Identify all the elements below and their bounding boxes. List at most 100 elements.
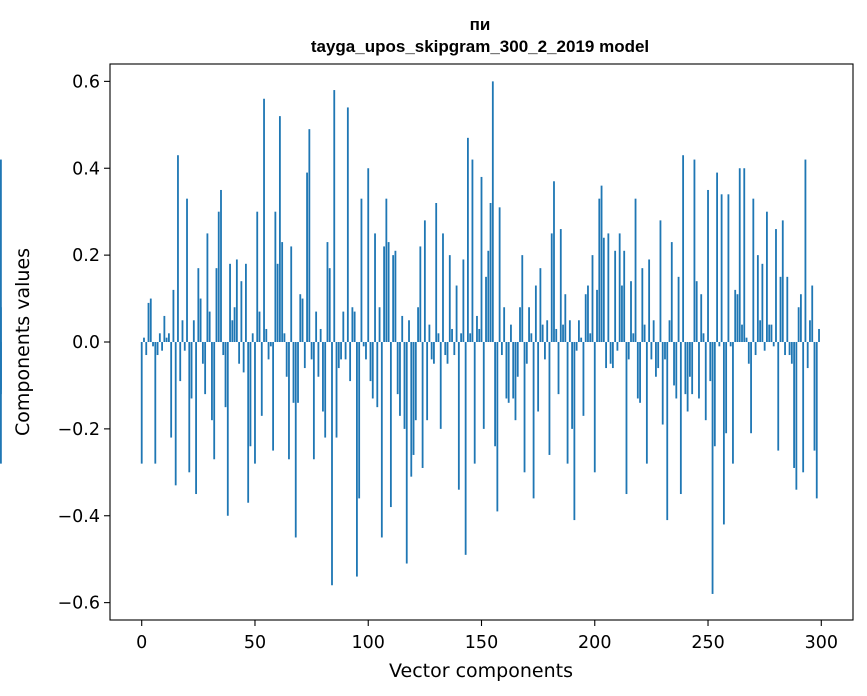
bar <box>700 294 703 342</box>
bar <box>333 90 336 342</box>
bar <box>140 342 143 464</box>
bar <box>340 342 342 360</box>
bar <box>636 342 639 399</box>
bar <box>498 207 501 342</box>
bar <box>464 342 467 555</box>
bar <box>698 342 700 399</box>
bar <box>312 342 315 460</box>
bar <box>713 342 716 447</box>
bar <box>183 342 186 351</box>
bar <box>197 268 200 342</box>
bar <box>779 276 782 342</box>
x-tick-label: 150 <box>465 633 498 653</box>
y-tick-label: 0.0 <box>72 333 100 353</box>
bar <box>231 320 234 342</box>
bar <box>442 233 444 342</box>
bar <box>423 220 426 343</box>
bar <box>469 333 472 342</box>
bar <box>491 81 494 343</box>
bar <box>743 168 746 342</box>
bar <box>684 342 687 395</box>
bar <box>605 342 607 369</box>
bar <box>235 259 238 342</box>
bar <box>494 342 496 447</box>
bar <box>568 320 571 342</box>
bar <box>455 285 458 342</box>
bar <box>213 342 216 460</box>
bars-group <box>0 81 820 594</box>
bar <box>485 276 487 342</box>
bar <box>489 203 492 342</box>
bar <box>487 250 490 342</box>
bar <box>747 342 750 364</box>
bar <box>421 342 424 468</box>
bar <box>544 342 546 360</box>
bar <box>578 320 580 342</box>
bar <box>727 194 730 342</box>
bar <box>523 342 526 473</box>
bar <box>356 342 358 577</box>
bar <box>301 298 304 342</box>
bar <box>750 342 752 434</box>
bar <box>331 342 333 586</box>
bar <box>602 237 605 342</box>
bar <box>263 98 265 342</box>
bar <box>804 159 807 342</box>
bar <box>516 342 519 377</box>
bar <box>738 168 741 342</box>
bar <box>611 342 614 369</box>
bar <box>505 342 508 399</box>
bar <box>752 198 755 342</box>
bar <box>208 311 211 342</box>
bar <box>614 250 617 342</box>
bar <box>818 328 820 342</box>
bar <box>677 276 680 342</box>
bar <box>408 320 410 342</box>
bar <box>460 333 463 342</box>
bar <box>548 342 551 455</box>
bar <box>528 307 530 342</box>
bar <box>575 342 578 351</box>
bar <box>369 342 372 382</box>
bar <box>562 324 564 343</box>
bar <box>802 342 805 473</box>
bar <box>621 285 623 342</box>
bar <box>190 342 193 399</box>
bar <box>722 342 725 525</box>
bar <box>396 342 399 395</box>
bar <box>736 294 739 342</box>
bar <box>519 307 521 342</box>
bar <box>657 342 660 369</box>
x-tick-label: 200 <box>578 633 611 653</box>
bar <box>471 159 474 342</box>
bar <box>496 342 499 512</box>
bar <box>435 203 438 342</box>
bar <box>476 315 478 342</box>
bar <box>349 342 352 382</box>
bar <box>525 342 528 364</box>
bar <box>172 289 175 343</box>
bar <box>720 194 723 342</box>
bar <box>589 333 592 342</box>
bar <box>211 342 213 421</box>
bar <box>625 342 628 495</box>
bar <box>272 342 274 451</box>
bar <box>444 342 447 356</box>
bar <box>245 263 247 342</box>
bar <box>704 342 707 421</box>
bar <box>324 342 327 438</box>
bar <box>661 342 664 425</box>
bar <box>199 298 202 342</box>
bar <box>596 289 598 343</box>
bar <box>376 342 379 408</box>
bar <box>297 342 299 403</box>
bar <box>510 324 512 343</box>
bar <box>267 342 270 360</box>
bar <box>358 342 361 499</box>
bar <box>380 342 383 538</box>
bar <box>553 181 555 342</box>
bar <box>645 342 648 464</box>
bar <box>306 172 308 342</box>
bar <box>618 233 621 342</box>
bar <box>559 229 562 342</box>
